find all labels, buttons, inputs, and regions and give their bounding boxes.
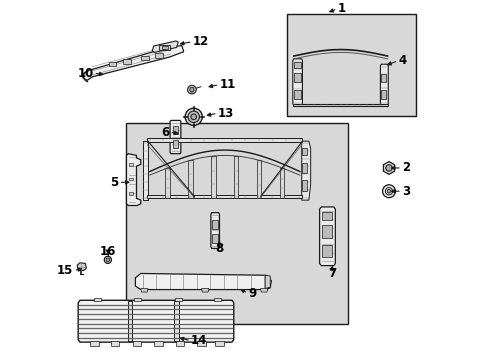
- Bar: [129, 177, 133, 180]
- Text: 5: 5: [110, 176, 119, 189]
- Polygon shape: [110, 341, 119, 346]
- Polygon shape: [77, 263, 86, 271]
- Bar: [322, 225, 331, 238]
- Bar: [129, 163, 133, 166]
- Circle shape: [386, 189, 390, 193]
- Polygon shape: [292, 104, 387, 106]
- Polygon shape: [174, 298, 182, 301]
- Circle shape: [385, 165, 391, 171]
- Polygon shape: [279, 168, 284, 198]
- Polygon shape: [152, 41, 178, 53]
- Polygon shape: [257, 160, 261, 198]
- Polygon shape: [78, 300, 233, 342]
- Circle shape: [187, 85, 196, 94]
- Polygon shape: [214, 298, 221, 301]
- Circle shape: [189, 87, 194, 92]
- Polygon shape: [301, 141, 310, 200]
- Polygon shape: [133, 298, 141, 301]
- Polygon shape: [176, 341, 184, 346]
- Text: 2: 2: [401, 162, 409, 175]
- Polygon shape: [201, 288, 208, 292]
- Polygon shape: [188, 160, 192, 198]
- Bar: [141, 56, 148, 60]
- Bar: [381, 90, 386, 99]
- Bar: [172, 140, 178, 148]
- Polygon shape: [264, 275, 270, 288]
- Polygon shape: [154, 341, 163, 346]
- Bar: [159, 45, 170, 50]
- Circle shape: [106, 258, 109, 262]
- Polygon shape: [94, 298, 101, 301]
- Circle shape: [104, 256, 111, 264]
- Polygon shape: [197, 341, 205, 346]
- Polygon shape: [210, 213, 219, 248]
- Text: 7: 7: [327, 267, 336, 280]
- Text: 4: 4: [398, 54, 406, 67]
- Text: 3: 3: [401, 185, 409, 198]
- Polygon shape: [380, 64, 387, 105]
- Text: 15: 15: [57, 264, 73, 277]
- Bar: [172, 126, 178, 134]
- Circle shape: [190, 114, 196, 120]
- Bar: [287, 14, 415, 116]
- Polygon shape: [142, 141, 148, 200]
- Polygon shape: [292, 59, 302, 105]
- Polygon shape: [215, 341, 224, 346]
- Polygon shape: [126, 154, 141, 206]
- Text: 14: 14: [190, 334, 207, 347]
- Bar: [302, 148, 307, 156]
- Polygon shape: [147, 138, 302, 142]
- Bar: [212, 220, 218, 229]
- Text: 13: 13: [217, 107, 233, 120]
- Bar: [294, 90, 300, 99]
- Text: 16: 16: [100, 245, 116, 258]
- Polygon shape: [141, 288, 148, 292]
- Bar: [126, 123, 347, 324]
- Bar: [161, 46, 167, 49]
- Bar: [302, 163, 307, 173]
- Polygon shape: [135, 274, 271, 289]
- Bar: [129, 192, 133, 195]
- Bar: [108, 62, 116, 66]
- Polygon shape: [170, 120, 181, 154]
- Polygon shape: [82, 46, 183, 80]
- Bar: [322, 245, 331, 257]
- Bar: [122, 59, 130, 64]
- Text: 9: 9: [247, 287, 256, 300]
- Polygon shape: [128, 301, 132, 341]
- Polygon shape: [211, 156, 215, 198]
- Bar: [212, 234, 218, 243]
- Bar: [381, 74, 386, 82]
- Polygon shape: [319, 207, 335, 266]
- Polygon shape: [147, 195, 301, 198]
- Text: 10: 10: [77, 67, 93, 80]
- Bar: [155, 53, 163, 58]
- Polygon shape: [234, 156, 238, 198]
- Circle shape: [385, 188, 392, 195]
- Text: 12: 12: [192, 35, 208, 48]
- Circle shape: [382, 185, 395, 198]
- Text: 6: 6: [161, 126, 169, 139]
- Text: 1: 1: [337, 2, 345, 15]
- Polygon shape: [165, 168, 169, 198]
- Polygon shape: [174, 301, 178, 341]
- Polygon shape: [383, 162, 394, 174]
- Circle shape: [187, 111, 199, 122]
- Bar: [294, 62, 300, 68]
- Text: 11: 11: [219, 78, 235, 91]
- Text: 8: 8: [215, 242, 223, 255]
- Bar: [294, 73, 300, 82]
- Bar: [322, 212, 331, 220]
- Circle shape: [185, 108, 202, 125]
- Polygon shape: [90, 341, 99, 346]
- Polygon shape: [133, 341, 141, 346]
- Polygon shape: [260, 288, 267, 292]
- Bar: [302, 180, 307, 191]
